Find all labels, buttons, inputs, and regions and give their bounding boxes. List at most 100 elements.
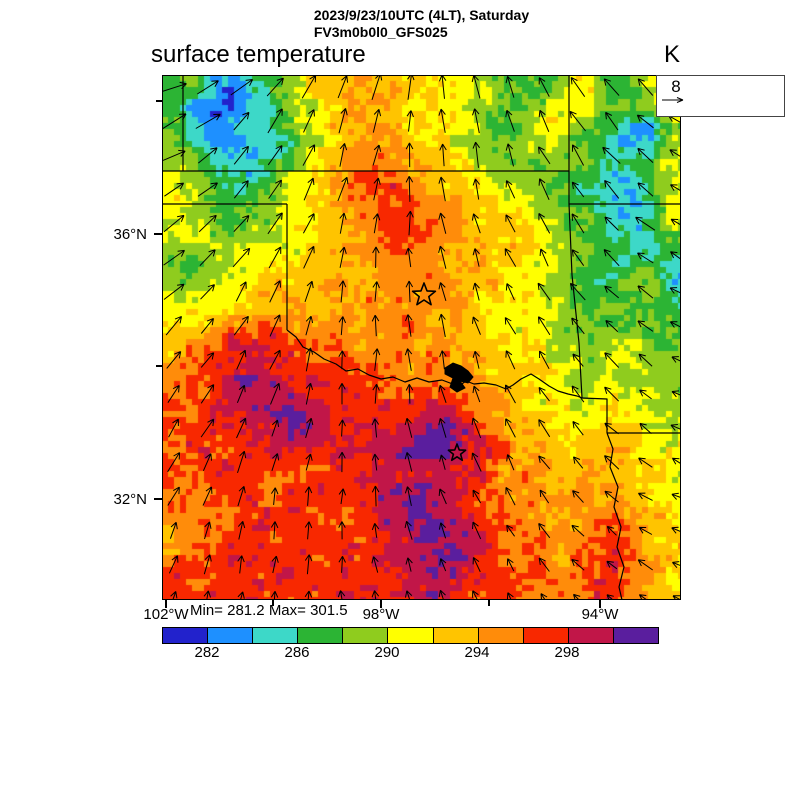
- wind-arrow: [671, 457, 681, 465]
- wind-arrow: [606, 525, 617, 536]
- city-star-marker: [447, 443, 467, 462]
- wind-arrow: [302, 144, 316, 166]
- wind-arrow: [303, 245, 315, 269]
- wind-arrow: [230, 79, 254, 96]
- wind-arrow: [538, 178, 550, 201]
- wind-arrow: [167, 486, 180, 506]
- state-border-red-river: [286, 329, 583, 399]
- wind-arrow: [404, 348, 413, 371]
- wind-arrow: [603, 249, 620, 267]
- wind-arrow: [637, 559, 653, 571]
- wind-arrow: [572, 490, 584, 503]
- wind-arrow: [371, 485, 380, 507]
- wind-arrow: [305, 382, 314, 405]
- wind-arrow: [438, 75, 447, 99]
- wind-arrow: [338, 383, 346, 405]
- wind-arrow: [371, 556, 379, 573]
- wind-arrow: [504, 317, 517, 335]
- wind-arrow: [669, 149, 681, 158]
- wind-arrow: [304, 554, 313, 575]
- wind-arrow: [505, 75, 515, 98]
- wind-arrow: [338, 555, 346, 573]
- wind-arrow: [200, 418, 215, 438]
- wind-arrow: [270, 521, 279, 540]
- wind-arrow: [438, 384, 447, 403]
- wind-arrow: [438, 418, 447, 438]
- wind-arrow: [472, 248, 480, 267]
- wind-arrow: [372, 144, 382, 166]
- wind-arrow: [505, 143, 514, 167]
- wind-arrow: [405, 383, 414, 404]
- wind-arrow: [439, 558, 447, 572]
- wind-arrow: [538, 455, 551, 470]
- wind-arrow: [164, 182, 185, 197]
- wind-arrow: [235, 281, 247, 302]
- wind-arrow: [232, 247, 251, 268]
- wind-arrow: [200, 352, 215, 368]
- colorbar-segment: [163, 628, 209, 643]
- colorbar-tick-label: 298: [554, 644, 580, 661]
- wind-arrow: [539, 248, 549, 267]
- wind-arrow: [305, 453, 313, 471]
- wind-arrow: [439, 350, 447, 370]
- colorbar-tick-label: 294: [464, 644, 490, 661]
- min-value-label: Min= 281.2: [190, 602, 265, 619]
- wind-arrow: [438, 589, 446, 600]
- wind-arrow: [233, 315, 249, 336]
- wind-arrow: [439, 454, 447, 470]
- wind-arrow: [337, 590, 346, 600]
- wind-arrow: [638, 594, 648, 600]
- wind-arrow: [636, 114, 654, 129]
- wind-arrow: [506, 454, 515, 471]
- wind-arrow: [271, 419, 280, 437]
- wind-arrow: [407, 75, 415, 100]
- wind-arrow: [604, 490, 619, 503]
- run-datetime-line: 2023/9/23/10UTC (4LT), Saturday: [313, 7, 530, 23]
- wind-arrow: [472, 489, 482, 504]
- wind-arrow: [472, 521, 482, 540]
- wind-arrow: [371, 523, 380, 538]
- units-label: K: [664, 41, 681, 68]
- wind-arrow: [438, 245, 447, 269]
- wind-arrow: [200, 317, 214, 334]
- wind-arrow: [267, 145, 283, 166]
- wind-arrow: [237, 591, 245, 600]
- wind-arrow: [337, 176, 349, 202]
- state-border-tx-ar-jog: [581, 397, 608, 433]
- wind-arrow: [237, 450, 247, 474]
- wind-arrow: [472, 350, 480, 369]
- wind-arrow: [236, 349, 247, 370]
- minmax-stats: Min= 281.2 Max= 301.5: [190, 602, 348, 619]
- colorbar-labels: 282 286 290 294 298: [162, 644, 657, 662]
- colorbar-segment: [433, 628, 479, 643]
- wind-arrow: [471, 213, 481, 234]
- wind-arrow: [303, 109, 315, 133]
- wind-arrow: [638, 526, 653, 535]
- wind-arrow: [571, 249, 585, 266]
- wind-arrow: [603, 78, 620, 96]
- wind-arrow: [404, 486, 413, 507]
- wind-arrow: [271, 555, 279, 574]
- wind-arrow: [506, 524, 516, 537]
- wind-arrow: [637, 78, 654, 96]
- wind-arrow: [233, 180, 249, 199]
- wind-arrow: [372, 213, 381, 234]
- colorbar-tick-label: 286: [284, 644, 310, 661]
- wind-arrow: [162, 149, 186, 161]
- wind-arrow: [339, 246, 347, 268]
- lon-tick-label-98w: 98°W: [362, 606, 400, 623]
- wind-arrow: [505, 418, 516, 438]
- wind-arrow: [602, 146, 621, 164]
- wind-arrow: [163, 214, 185, 233]
- colorbar-segment: [568, 628, 614, 643]
- wind-arrow: [197, 182, 218, 197]
- colorbar-segment: [208, 628, 254, 643]
- wind-arrow: [505, 109, 515, 132]
- lat-tick-label-32n: 32°N: [113, 491, 147, 508]
- wind-arrow: [571, 558, 585, 571]
- wind-arrow: [405, 247, 413, 268]
- wind-arrow: [571, 213, 585, 234]
- wind-arrow: [203, 554, 212, 575]
- wind-arrow: [237, 485, 246, 507]
- wind-arrow: [168, 418, 179, 438]
